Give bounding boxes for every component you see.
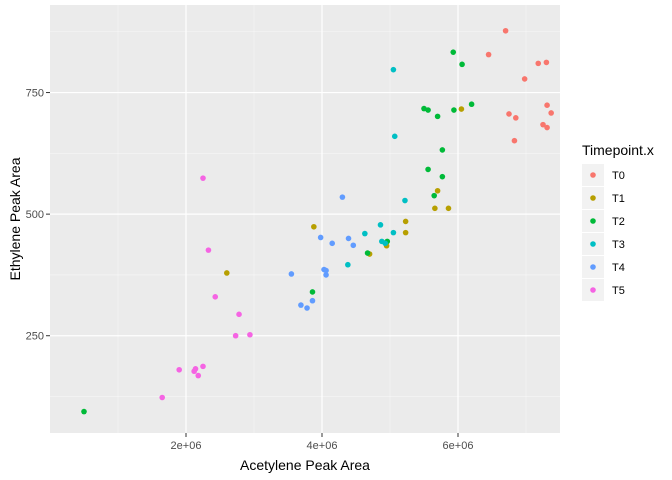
data-point-t2 [364, 250, 371, 256]
data-point-t3 [345, 261, 351, 268]
data-point-t0 [544, 124, 550, 131]
data-point-t5 [236, 311, 242, 318]
data-point-t4 [288, 271, 295, 277]
data-point-t1 [434, 187, 441, 194]
data-point-t0 [535, 60, 542, 67]
data-point-t2 [431, 192, 438, 199]
x-axis-title: Acetylene Peak Area [240, 457, 370, 473]
legend-label-t4: T4 [612, 262, 625, 274]
legend-key-t3 [590, 241, 596, 247]
data-point-t1 [402, 229, 409, 236]
data-point-t5 [176, 366, 182, 373]
data-point-t5 [200, 175, 206, 181]
data-point-t5 [205, 247, 212, 253]
y-tick-label: 750 [26, 88, 44, 100]
legend-label-t1: T1 [612, 193, 625, 205]
data-point-t4 [317, 234, 324, 241]
data-point-t2 [450, 49, 457, 55]
data-point-t1 [402, 218, 409, 225]
y-tick-label: 500 [26, 209, 44, 221]
data-point-t4 [323, 267, 329, 274]
y-axis-title: Ethylene Peak Area [7, 157, 23, 280]
legend-label-t0: T0 [612, 170, 625, 182]
data-point-t4 [298, 302, 304, 308]
data-point-t3 [377, 222, 384, 228]
data-point-t1 [432, 205, 438, 212]
data-point-t3 [390, 66, 397, 73]
data-point-t5 [200, 363, 206, 370]
data-point-t2 [425, 166, 431, 173]
data-point-t3 [390, 229, 397, 236]
data-point-t1 [224, 270, 230, 276]
data-point-t1 [445, 205, 452, 212]
legend-key-t0 [590, 172, 596, 178]
data-point-t2 [468, 101, 475, 108]
data-point-t2 [434, 113, 441, 120]
data-point-t4 [323, 272, 329, 278]
legend-key-t5 [590, 287, 596, 293]
legend-title: Timepoint.x [582, 142, 654, 158]
data-point-t0 [540, 121, 546, 128]
data-point-t4 [345, 235, 352, 242]
data-point-t0 [485, 51, 492, 58]
data-point-t0 [548, 110, 554, 116]
legend-key-t4 [590, 264, 596, 270]
data-point-t2 [309, 289, 316, 295]
data-point-t2 [425, 107, 431, 113]
legend-key-t1 [590, 195, 596, 201]
data-point-t0 [521, 76, 528, 82]
data-point-t3 [382, 240, 389, 247]
legend-label-t2: T2 [612, 216, 625, 228]
data-point-t3 [362, 230, 368, 237]
data-point-t5 [247, 331, 253, 338]
panel-background [50, 5, 560, 433]
data-point-t4 [350, 242, 357, 249]
legend: Timepoint.x T0 T1 T2 T3 T4 T5 [582, 142, 654, 301]
data-point-t4 [309, 297, 316, 304]
data-point-t5 [212, 294, 219, 300]
data-point-t4 [329, 240, 336, 247]
data-point-t2 [439, 173, 446, 180]
data-point-t2 [451, 107, 457, 113]
data-point-t1 [311, 223, 317, 230]
data-points [81, 27, 554, 415]
data-point-t0 [544, 102, 550, 108]
y-axis-ticks: 250 500 750 [26, 88, 50, 343]
x-tick-label: 2e+06 [171, 440, 202, 452]
data-point-t4 [339, 194, 346, 200]
data-point-t2 [439, 147, 446, 153]
y-tick-label: 250 [26, 331, 44, 343]
data-point-t2 [81, 408, 87, 415]
x-tick-label: 4e+06 [307, 440, 338, 452]
legend-label-t5: T5 [612, 285, 625, 297]
data-point-t3 [402, 197, 408, 204]
data-point-t4 [304, 305, 310, 311]
data-point-t3 [391, 133, 398, 140]
data-point-t2 [459, 61, 465, 68]
legend-label-t3: T3 [612, 239, 625, 251]
data-point-t0 [502, 27, 509, 34]
grid-lines [50, 5, 560, 433]
data-point-t5 [195, 372, 202, 379]
data-point-t1 [458, 106, 465, 112]
data-point-t0 [511, 137, 518, 144]
legend-key-t2 [590, 218, 596, 224]
data-point-t0 [543, 59, 550, 66]
data-point-t0 [506, 111, 512, 117]
data-point-t5 [159, 394, 165, 401]
data-point-t5 [191, 368, 197, 375]
x-axis-ticks: 2e+06 4e+06 6e+06 [171, 433, 474, 452]
data-point-t5 [232, 332, 239, 339]
data-point-t0 [513, 115, 519, 121]
x-tick-label: 6e+06 [443, 440, 474, 452]
